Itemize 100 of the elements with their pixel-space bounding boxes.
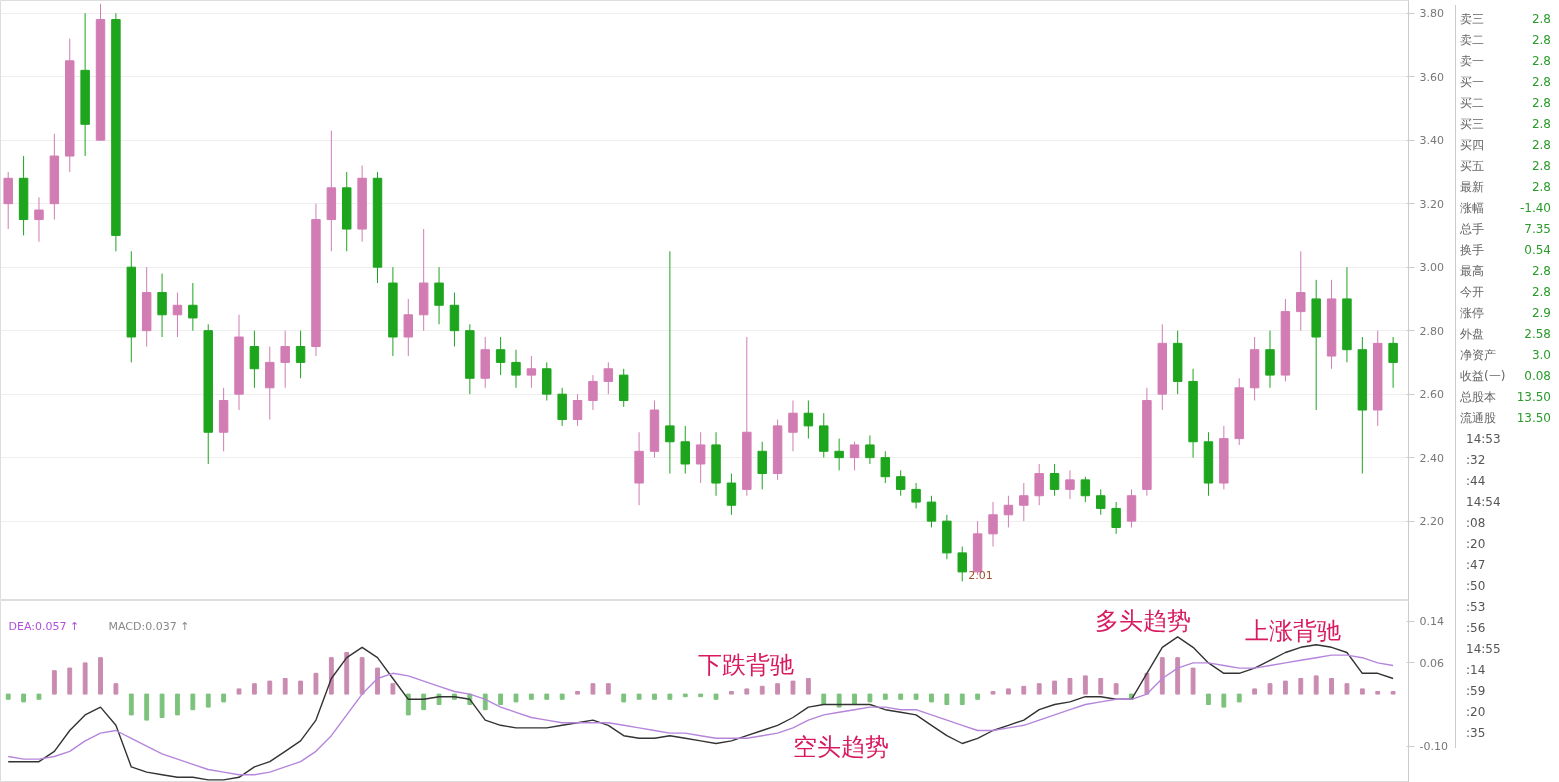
candlestick	[1096, 488, 1106, 516]
y-tick-label: -0.10	[1419, 740, 1448, 754]
text: :20	[1465, 704, 1487, 721]
bar	[21, 693, 27, 703]
bar	[1313, 675, 1319, 695]
bar	[1329, 678, 1334, 695]
candlestick	[403, 298, 414, 357]
candlestick	[1111, 501, 1121, 535]
bar	[959, 693, 965, 705]
candlestick	[695, 431, 706, 484]
category-label: 卖一	[1460, 53, 1484, 70]
text: 2.8	[1531, 54, 1551, 68]
bar	[867, 693, 873, 703]
text: :53	[1465, 599, 1487, 616]
bar	[313, 672, 319, 695]
candlestick	[572, 393, 583, 427]
bar	[221, 693, 227, 703]
annotation: 下跌背驰	[697, 650, 794, 679]
bar	[621, 693, 627, 703]
candlestick	[1049, 463, 1060, 497]
bar	[913, 693, 919, 700]
bar	[344, 652, 350, 695]
bar	[98, 657, 103, 695]
candlestick	[434, 266, 444, 325]
y-tick-label: 2.20	[1419, 515, 1444, 529]
text: 14:53	[1465, 431, 1502, 448]
bar	[544, 693, 550, 700]
bar	[852, 693, 857, 705]
bar	[1113, 683, 1119, 695]
bar	[882, 693, 888, 700]
bar	[144, 693, 150, 721]
y-tick-label: 3.40	[1419, 134, 1444, 148]
bar	[929, 693, 934, 703]
bar	[805, 678, 811, 695]
category-label: 换手	[1460, 242, 1484, 259]
bar	[729, 691, 734, 695]
bar	[898, 693, 904, 700]
bar	[375, 667, 380, 695]
category-label: 卖三	[1460, 11, 1484, 28]
bar	[682, 693, 688, 698]
bar	[1052, 680, 1057, 695]
bar	[605, 683, 611, 695]
bar	[1267, 683, 1273, 695]
bar	[652, 693, 657, 700]
bar	[51, 670, 57, 695]
text: 13.50	[1516, 390, 1551, 404]
y-tick-label: 2.60	[1419, 388, 1444, 402]
text: 2.8	[1531, 264, 1551, 278]
bar	[1359, 688, 1365, 695]
bar	[698, 693, 704, 698]
candlestick	[1003, 495, 1014, 528]
text: :59	[1465, 683, 1487, 700]
bar	[513, 693, 519, 703]
bar	[498, 693, 504, 705]
y-tick-label: 0.14	[1419, 615, 1444, 629]
category-label: 总手	[1460, 221, 1484, 238]
text: :14	[1465, 662, 1487, 679]
candlestick	[680, 425, 690, 475]
bar	[590, 683, 596, 695]
candlestick	[849, 441, 860, 471]
bar	[175, 693, 180, 716]
annotation: 空头趋势	[792, 732, 889, 761]
text: 13.50	[1516, 411, 1551, 425]
bar	[1021, 685, 1027, 695]
line-series	[7, 654, 1394, 776]
bar	[236, 688, 242, 695]
bar	[82, 662, 88, 695]
candlestick	[757, 441, 767, 490]
candlestick	[803, 400, 814, 440]
text: 7.35	[1524, 222, 1551, 236]
bar	[559, 693, 565, 700]
bar	[1036, 683, 1042, 695]
text: 2.8	[1531, 117, 1551, 131]
candlestick	[295, 330, 306, 379]
text: 2.8	[1531, 96, 1551, 110]
text: 3.0	[1531, 348, 1551, 362]
bar	[390, 683, 396, 695]
text: -1.40	[1519, 201, 1551, 215]
text: 2.8	[1531, 180, 1551, 194]
category-label: 流通股	[1460, 410, 1496, 427]
candlestick	[511, 349, 521, 389]
category-label: 今开	[1460, 284, 1484, 301]
text: :35	[1465, 725, 1487, 742]
y-tick-label: 3.80	[1419, 7, 1444, 21]
candlestick	[865, 434, 875, 465]
candlestick	[280, 330, 290, 389]
candlestick	[726, 473, 737, 516]
bar	[744, 688, 750, 695]
annotation: 上涨背驰	[1244, 616, 1341, 645]
bar	[67, 667, 73, 695]
bar	[713, 693, 719, 700]
bar	[267, 680, 273, 695]
bar	[482, 693, 488, 711]
bar	[1098, 678, 1104, 695]
bar	[328, 657, 334, 695]
bar	[1190, 667, 1196, 695]
candlestick	[172, 292, 183, 338]
bar	[1375, 691, 1381, 695]
text: :20	[1465, 536, 1487, 553]
text: 2.8	[1531, 75, 1551, 89]
